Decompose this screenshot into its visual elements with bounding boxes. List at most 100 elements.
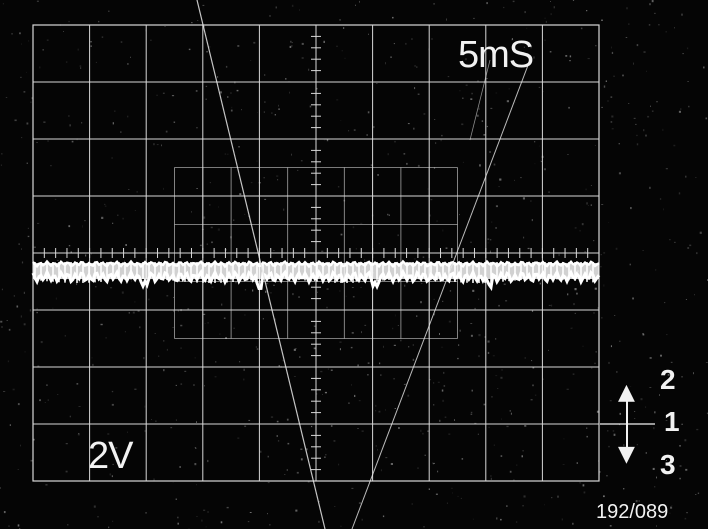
- noise-speck: [684, 439, 687, 442]
- noise-speck: [681, 423, 683, 425]
- noise-speck: [489, 151, 491, 153]
- noise-speck: [0, 487, 1, 489]
- noise-speck: [44, 402, 46, 403]
- noise-speck: [359, 0, 360, 3]
- noise-speck: [679, 445, 681, 447]
- noise-speck: [237, 45, 240, 47]
- noise-speck: [442, 229, 444, 232]
- noise-speck: [65, 61, 68, 63]
- noise-speck: [376, 83, 378, 84]
- noise-speck: [687, 81, 689, 82]
- noise-speck: [194, 447, 196, 448]
- noise-speck: [17, 469, 19, 470]
- noise-speck: [172, 327, 174, 328]
- noise-speck: [388, 214, 390, 216]
- noise-speck: [477, 80, 479, 83]
- noise-speck: [139, 326, 141, 329]
- noise-speck: [156, 94, 158, 96]
- noise-speck: [380, 374, 382, 376]
- noise-speck: [618, 172, 621, 175]
- noise-speck: [433, 404, 435, 406]
- noise-speck: [605, 80, 607, 82]
- noise-speck: [219, 333, 221, 335]
- noise-speck: [533, 56, 535, 59]
- noise-speck: [153, 143, 155, 146]
- noise-speck: [433, 462, 435, 464]
- noise-speck: [387, 153, 389, 156]
- noise-speck: [69, 415, 71, 418]
- noise-speck: [26, 71, 27, 73]
- noise-speck: [454, 419, 455, 421]
- noise-speck: [107, 433, 110, 435]
- noise-speck: [300, 458, 303, 461]
- noise-speck: [594, 362, 596, 365]
- noise-speck: [538, 86, 541, 88]
- noise-speck: [313, 347, 316, 350]
- noise-speck: [250, 60, 252, 61]
- noise-speck: [264, 101, 266, 103]
- noise-speck: [68, 20, 70, 23]
- noise-speck: [367, 111, 370, 114]
- noise-speck: [439, 333, 440, 335]
- noise-speck: [357, 364, 359, 367]
- noise-speck: [486, 2, 488, 5]
- noise-speck: [633, 62, 634, 65]
- noise-speck: [459, 214, 460, 216]
- noise-speck: [470, 411, 473, 414]
- noise-speck: [203, 509, 206, 511]
- noise-speck: [211, 286, 214, 288]
- noise-speck: [530, 200, 532, 202]
- noise-speck: [611, 46, 612, 49]
- noise-speck: [233, 327, 235, 329]
- noise-speck: [202, 4, 205, 6]
- noise-speck: [8, 328, 11, 331]
- noise-speck: [196, 516, 198, 517]
- noise-speck: [437, 381, 440, 383]
- noise-speck: [301, 57, 304, 59]
- noise-speck: [478, 298, 480, 300]
- noise-speck: [646, 70, 647, 72]
- noise-speck: [263, 111, 265, 113]
- noise-speck: [18, 243, 20, 245]
- noise-speck: [413, 127, 415, 130]
- noise-speck: [134, 301, 136, 303]
- noise-speck: [674, 241, 676, 243]
- noise-speck: [377, 174, 379, 176]
- noise-speck: [524, 425, 527, 427]
- noise-speck: [470, 98, 473, 100]
- noise-speck: [81, 122, 83, 124]
- noise-speck: [470, 334, 473, 337]
- noise-speck: [565, 55, 568, 57]
- noise-speck: [595, 45, 597, 47]
- noise-speck: [520, 177, 522, 179]
- noise-speck: [665, 168, 668, 170]
- noise-speck: [134, 210, 136, 211]
- noise-speck: [46, 39, 49, 41]
- noise-speck: [20, 315, 22, 318]
- noise-speck: [479, 164, 481, 167]
- noise-speck: [495, 205, 498, 208]
- noise-speck: [452, 492, 453, 494]
- noise-speck: [411, 503, 413, 505]
- noise-speck: [645, 134, 647, 137]
- noise-speck: [500, 376, 503, 379]
- noise-speck: [645, 406, 647, 408]
- noise-speck: [351, 384, 352, 386]
- noise-speck: [569, 60, 571, 62]
- noise-speck: [472, 289, 475, 292]
- noise-speck: [291, 42, 293, 44]
- noise-speck: [316, 393, 318, 395]
- noise-speck: [203, 216, 206, 219]
- noise-speck: [659, 198, 662, 200]
- volts-per-div-label: 2V: [88, 435, 133, 477]
- noise-speck: [276, 175, 279, 177]
- noise-speck: [14, 119, 17, 122]
- noise-speck: [265, 290, 267, 293]
- noise-speck: [503, 6, 505, 9]
- noise-speck: [269, 15, 271, 17]
- noise-speck: [487, 351, 490, 354]
- noise-speck: [112, 520, 114, 522]
- noise-speck: [636, 143, 639, 146]
